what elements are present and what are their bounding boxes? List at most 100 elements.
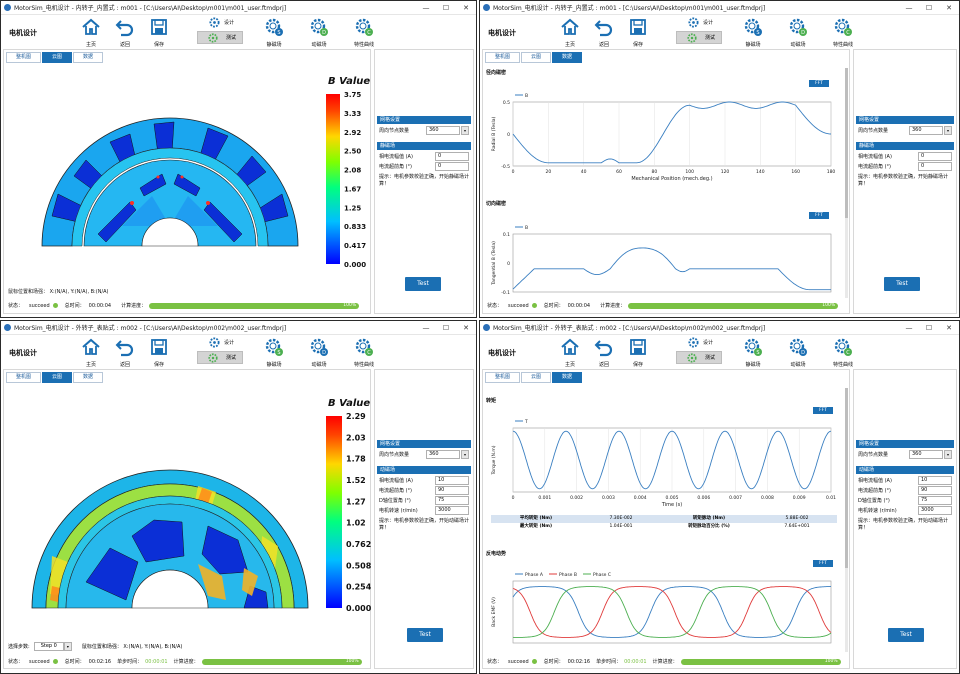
test-step-button[interactable]: 测试	[676, 31, 722, 44]
tab-cloud[interactable]: 云图	[42, 52, 73, 63]
maximize-icon[interactable]: ☐	[442, 3, 450, 12]
current-amplitude-input[interactable]: 10	[435, 475, 469, 485]
test-gear-icon	[208, 33, 218, 43]
scrollbar[interactable]	[845, 388, 848, 652]
design-label[interactable]: 设计	[703, 20, 714, 26]
curve-button[interactable]: C 特性曲线	[830, 17, 856, 48]
test-step-button[interactable]: 测试	[197, 31, 243, 44]
minimize-icon[interactable]: —	[422, 323, 430, 332]
current-advance-input[interactable]: 90	[435, 485, 469, 495]
minimize-icon[interactable]: —	[422, 3, 430, 12]
x-tick-label: 160	[791, 169, 800, 175]
tab-cloud[interactable]: 云图	[521, 372, 552, 383]
current-amplitude-input[interactable]: 0	[435, 151, 469, 161]
save-button[interactable]: 保存	[146, 337, 172, 368]
design-label[interactable]: 设计	[703, 340, 714, 346]
tab-overview[interactable]: 整机图	[6, 372, 42, 383]
tab-overview[interactable]: 整机图	[485, 52, 521, 63]
field-map[interactable]: B Value 2.29 2.03 1.78 1.52 1.27 1.02 0.762 0.5…	[12, 396, 372, 618]
current-advance-input[interactable]: 0	[435, 161, 469, 171]
fft-button[interactable]: FFT	[809, 80, 829, 87]
current-amplitude-input[interactable]: 10	[918, 475, 952, 485]
current-advance-input[interactable]: 0	[918, 161, 952, 171]
d-axis-angle-input[interactable]: 75	[918, 495, 952, 505]
close-icon[interactable]: ✕	[463, 323, 469, 332]
static-field-button[interactable]: S 静磁场	[740, 17, 766, 48]
chevron-down-icon[interactable]: ▾	[461, 125, 469, 135]
close-icon[interactable]: ✕	[946, 3, 952, 12]
test-gear-icon	[208, 353, 218, 363]
maximize-icon[interactable]: ☐	[925, 323, 933, 332]
fft-button[interactable]: FFT	[813, 560, 833, 567]
chevron-down-icon[interactable]: ▾	[461, 449, 469, 459]
tab-cloud[interactable]: 云图	[521, 52, 552, 63]
back-button[interactable]: 返回	[112, 17, 138, 48]
chevron-down-icon[interactable]: ▾	[63, 642, 72, 651]
fft-button[interactable]: FFT	[809, 212, 829, 219]
close-icon[interactable]: ✕	[946, 323, 952, 332]
home-button[interactable]: 主页	[557, 337, 583, 368]
home-button[interactable]: 主页	[557, 17, 583, 48]
minimize-icon[interactable]: —	[905, 323, 913, 332]
scrollbar[interactable]	[845, 68, 848, 298]
curve-button[interactable]: C 特性曲线	[830, 337, 856, 368]
curve-button[interactable]: C 特性曲线	[351, 337, 377, 368]
field-header: 动磁场	[856, 466, 954, 474]
grid-select[interactable]: 360	[426, 125, 460, 135]
home-button[interactable]: 主页	[78, 337, 104, 368]
maximize-icon[interactable]: ☐	[925, 3, 933, 12]
static-field-button[interactable]: S 静磁场	[261, 337, 287, 368]
grid-select[interactable]: 360	[909, 449, 943, 459]
field-map[interactable]: B Value 3.75 3.33 2.92 2.50 2.08 1.67 1.25 0.83…	[12, 76, 372, 306]
d-axis-angle-input[interactable]: 75	[435, 495, 469, 505]
dynamic-field-button[interactable]: D 动磁场	[306, 337, 332, 368]
minimize-icon[interactable]: —	[905, 3, 913, 12]
test-step-button[interactable]: 测试	[676, 351, 722, 364]
design-label[interactable]: 设计	[224, 20, 235, 26]
tab-overview[interactable]: 整机图	[6, 52, 42, 63]
save-button[interactable]: 保存	[146, 17, 172, 48]
home-button[interactable]: 主页	[78, 17, 104, 48]
scroll-thumb[interactable]	[845, 68, 848, 218]
run-test-button[interactable]: Test	[407, 628, 443, 642]
back-button[interactable]: 返回	[591, 337, 617, 368]
fft-button[interactable]: FFT	[813, 407, 833, 414]
scroll-thumb[interactable]	[845, 388, 848, 568]
current-amplitude-input[interactable]: 0	[918, 151, 952, 161]
tab-data[interactable]: 数据	[552, 372, 583, 383]
grid-select[interactable]: 360	[426, 449, 460, 459]
chevron-down-icon[interactable]: ▾	[944, 449, 952, 459]
x-tick-label: 40	[581, 169, 587, 175]
current-advance-input[interactable]: 90	[918, 485, 952, 495]
dynamic-field-button[interactable]: D 动磁场	[785, 337, 811, 368]
tab-overview[interactable]: 整机图	[485, 372, 521, 383]
save-button[interactable]: 保存	[625, 17, 651, 48]
static-field-button[interactable]: S 静磁场	[740, 337, 766, 368]
grid-select[interactable]: 360	[909, 125, 943, 135]
save-button[interactable]: 保存	[625, 337, 651, 368]
tab-data[interactable]: 数据	[73, 372, 104, 383]
static-field-button[interactable]: S 静磁场	[261, 17, 287, 48]
dynamic-field-button[interactable]: D 动磁场	[785, 17, 811, 48]
chevron-down-icon[interactable]: ▾	[944, 125, 952, 135]
maximize-icon[interactable]: ☐	[442, 323, 450, 332]
run-test-button[interactable]: Test	[405, 277, 441, 291]
close-icon[interactable]: ✕	[463, 3, 469, 12]
step-select[interactable]: Step 0	[33, 642, 64, 651]
tab-data[interactable]: 数据	[552, 52, 583, 63]
curve-button[interactable]: C 特性曲线	[351, 17, 377, 48]
x-tick-label: 0	[512, 169, 515, 175]
ribbon: 电机设计 主页 返回 保存 设计 测试 S 静磁场 D 动磁场	[1, 15, 476, 49]
dynamic-gear-icon: D	[310, 18, 328, 36]
run-test-button[interactable]: Test	[884, 277, 920, 291]
speed-input[interactable]: 3000	[918, 505, 952, 515]
tab-cloud[interactable]: 云图	[42, 372, 73, 383]
run-test-button[interactable]: Test	[888, 628, 924, 642]
back-button[interactable]: 返回	[591, 17, 617, 48]
tab-data[interactable]: 数据	[73, 52, 104, 63]
dynamic-field-button[interactable]: D 动磁场	[306, 17, 332, 48]
test-step-button[interactable]: 测试	[197, 351, 243, 364]
design-label[interactable]: 设计	[224, 340, 235, 346]
speed-input[interactable]: 3000	[435, 505, 469, 515]
back-button[interactable]: 返回	[112, 337, 138, 368]
